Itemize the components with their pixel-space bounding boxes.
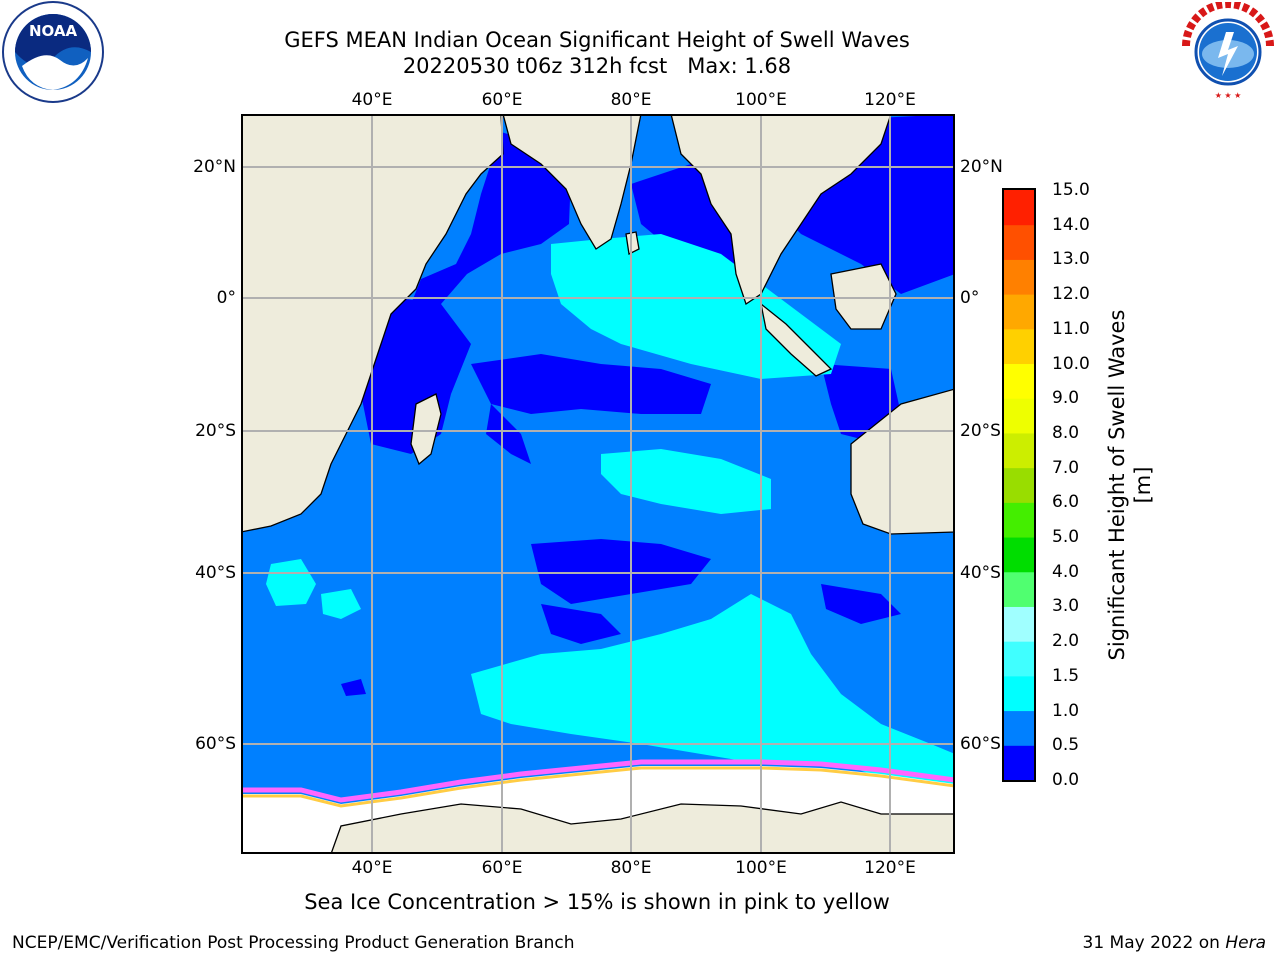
svg-text:★ ★ ★: ★ ★ ★ (1215, 91, 1242, 100)
colorbar-tick-label: 0.5 (1052, 735, 1080, 756)
sea-ice-edge-pink (241, 759, 955, 803)
lon-tick-bottom: 120°E (864, 858, 916, 878)
colorbar-frame (1002, 188, 1036, 782)
colorbar-segment (1004, 745, 1034, 781)
colorbar-tick-label: 13.0 (1052, 249, 1090, 270)
lat-tick-right: 40°S (960, 563, 1001, 583)
lat-tick-right: 20°S (960, 421, 1001, 441)
colorbar-tick-label: 2.0 (1052, 631, 1080, 652)
graticule (241, 114, 955, 854)
colorbar-tick-label: 15.0 (1052, 180, 1090, 200)
colorbar-tick-label: 11.0 (1052, 318, 1090, 339)
lon-tick-bottom: 60°E (481, 858, 523, 878)
colorbar-tick-label: 12.0 (1052, 284, 1090, 305)
mid-swell-regions (266, 234, 955, 784)
colorbar-segment (1004, 432, 1034, 469)
footer-credit: NCEP/EMC/Verification Post Processing Pr… (12, 933, 575, 953)
colorbar-segment (1004, 328, 1034, 365)
colorbar-tick-label: 1.5 (1052, 665, 1080, 686)
footer-date-text: 31 May 2022 on (1082, 933, 1226, 953)
colorbar-tick-label: 0.0 (1052, 770, 1080, 790)
lon-tick-top: 100°E (735, 90, 787, 110)
colorbar-segment (1004, 363, 1034, 399)
colorbar-segment (1004, 190, 1034, 226)
colorbar-segment (1004, 467, 1034, 503)
lat-tick-left: 20°N (193, 157, 236, 177)
swell-height-map (241, 114, 955, 854)
noaa-logo: NOAA (2, 1, 104, 103)
lat-tick-right: 0° (960, 288, 980, 308)
lon-tick-top: 60°E (481, 90, 523, 110)
colorbar-tick-label: 14.0 (1052, 214, 1090, 235)
footer-machine: Hera (1225, 933, 1266, 953)
colorbar-tick-label: 3.0 (1052, 596, 1080, 617)
footer-date: 31 May 2022 on Hera (1083, 933, 1267, 953)
colorbar-segment (1004, 641, 1034, 677)
colorbar-tick-label: 8.0 (1052, 422, 1080, 443)
colorbar-segment (1004, 398, 1034, 434)
colorbar-tick-label: 1.0 (1052, 700, 1080, 721)
colorbar-label: Significant Height of Swell Waves [m] (1105, 309, 1155, 661)
noaa-logo-text: NOAA (29, 22, 78, 40)
lat-tick-right: 60°S (960, 734, 1001, 754)
lon-tick-top: 40°E (351, 90, 393, 110)
lon-tick-bottom: 80°E (610, 858, 652, 878)
lat-tick-right: 20°N (960, 157, 1003, 177)
colorbar-segment (1004, 259, 1034, 295)
colorbar-tick-label: 6.0 (1052, 492, 1080, 513)
map-frame (241, 114, 955, 854)
colorbar-segment (1004, 294, 1034, 330)
colorbar (1002, 188, 1036, 782)
colorbar-segment (1004, 710, 1034, 746)
nws-logo: ★ ★ ★ (1180, 2, 1276, 100)
colorbar-segment (1004, 571, 1034, 607)
colorbar-tick-label: 9.0 (1052, 388, 1080, 409)
colorbar-segment (1004, 224, 1034, 260)
colorbar-segment (1004, 606, 1034, 642)
colorbar-segment (1004, 675, 1034, 712)
colorbar-segment (1004, 537, 1034, 573)
colorbar-tick-label: 4.0 (1052, 561, 1080, 582)
colorbar-tick-label: 7.0 (1052, 457, 1080, 478)
colorbar-tick-label: 5.0 (1052, 527, 1080, 548)
lon-tick-top: 80°E (610, 90, 652, 110)
lon-tick-bottom: 100°E (735, 858, 787, 878)
lat-tick-left: 60°S (195, 734, 236, 754)
map-subtitle: 20220530 t06z 312h fcst Max: 1.68 (402, 54, 792, 78)
lon-tick-top: 120°E (864, 90, 916, 110)
lon-tick-bottom: 40°E (351, 858, 393, 878)
colorbar-segment (1004, 502, 1034, 538)
lat-tick-left: 40°S (195, 563, 236, 583)
colorbar-tick-label: 10.0 (1052, 353, 1090, 374)
sea-ice-edge-yellow (241, 766, 955, 808)
map-title: GEFS MEAN Indian Ocean Significant Heigh… (284, 28, 910, 52)
sea-ice-note: Sea Ice Concentration > 15% is shown in … (304, 890, 890, 914)
land-masses (241, 114, 955, 854)
lat-tick-left: 20°S (195, 421, 236, 441)
lat-tick-left: 0° (216, 288, 236, 308)
